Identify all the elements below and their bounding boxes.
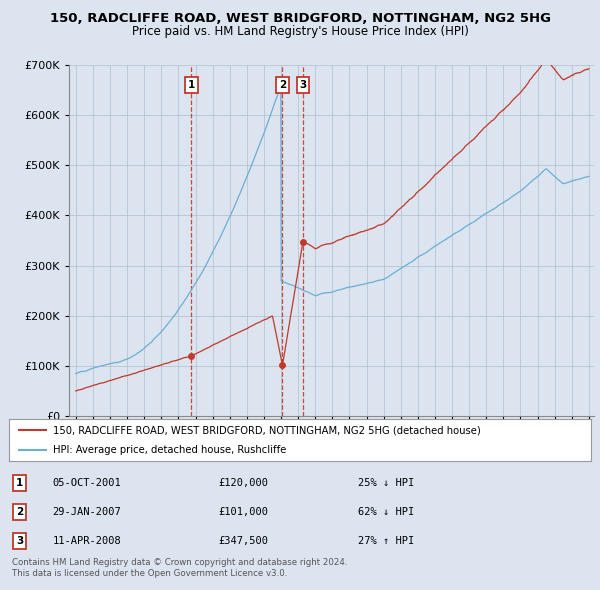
Text: 11-APR-2008: 11-APR-2008	[53, 536, 121, 546]
Text: 2: 2	[279, 80, 286, 90]
Text: HPI: Average price, detached house, Rushcliffe: HPI: Average price, detached house, Rush…	[53, 445, 286, 455]
Text: 150, RADCLIFFE ROAD, WEST BRIDGFORD, NOTTINGHAM, NG2 5HG: 150, RADCLIFFE ROAD, WEST BRIDGFORD, NOT…	[49, 12, 551, 25]
Text: 05-OCT-2001: 05-OCT-2001	[53, 478, 121, 487]
Text: Price paid vs. HM Land Registry's House Price Index (HPI): Price paid vs. HM Land Registry's House …	[131, 25, 469, 38]
Text: 62% ↓ HPI: 62% ↓ HPI	[358, 507, 415, 517]
Text: 29-JAN-2007: 29-JAN-2007	[53, 507, 121, 517]
Text: This data is licensed under the Open Government Licence v3.0.: This data is licensed under the Open Gov…	[12, 569, 287, 578]
Text: 150, RADCLIFFE ROAD, WEST BRIDGFORD, NOTTINGHAM, NG2 5HG (detached house): 150, RADCLIFFE ROAD, WEST BRIDGFORD, NOT…	[53, 425, 481, 435]
Text: 3: 3	[299, 80, 307, 90]
Text: 27% ↑ HPI: 27% ↑ HPI	[358, 536, 415, 546]
Text: 1: 1	[16, 478, 23, 487]
Text: 2: 2	[16, 507, 23, 517]
Text: Contains HM Land Registry data © Crown copyright and database right 2024.: Contains HM Land Registry data © Crown c…	[12, 558, 347, 566]
Text: £101,000: £101,000	[218, 507, 269, 517]
Text: £120,000: £120,000	[218, 478, 269, 487]
Text: 3: 3	[16, 536, 23, 546]
Text: 1: 1	[188, 80, 195, 90]
Text: 25% ↓ HPI: 25% ↓ HPI	[358, 478, 415, 487]
Text: £347,500: £347,500	[218, 536, 269, 546]
